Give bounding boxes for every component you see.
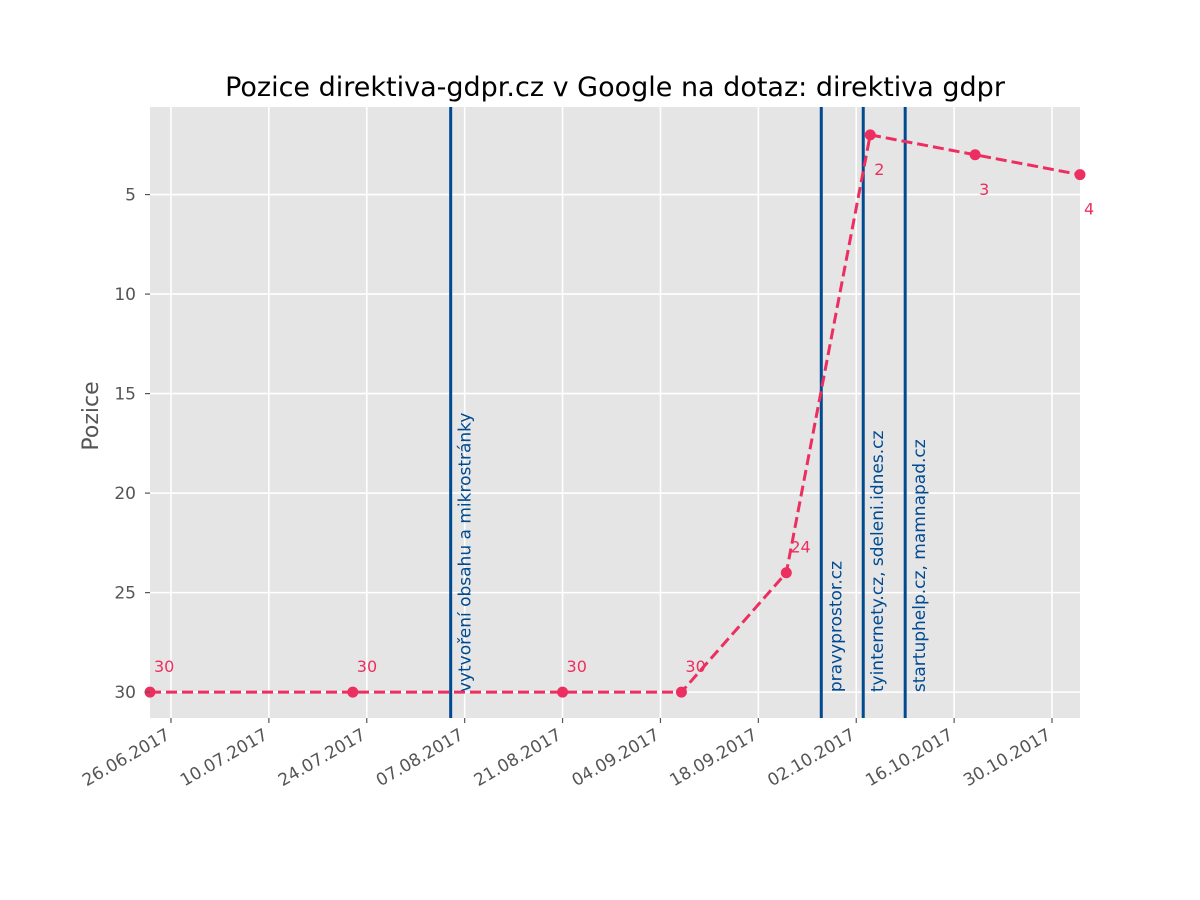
x-tick-label: 07.08.2017 <box>373 725 467 791</box>
series-line <box>150 133 1081 694</box>
x-axis-ticks: 26.06.2017 10.07.2017 24.07.2017 07.08.2017… <box>79 718 1055 791</box>
x-tick-label: 26.06.2017 <box>79 725 173 791</box>
x-tick-label: 04.09.2017 <box>569 725 663 791</box>
y-axis-ticks: 5 10 15 20 25 30 <box>114 186 150 703</box>
y-tick-label: 25 <box>114 584 136 604</box>
data-label: 30 <box>154 657 174 676</box>
series-group: 30 30 30 30 24 2 3 4 <box>144 129 1094 698</box>
annotation-label: tyinternety.cz, sdeleni.idnes.cz <box>868 431 888 693</box>
data-point <box>347 686 359 698</box>
y-axis-label: Pozice <box>79 381 104 450</box>
annotation-lines: vytvoření obsahu a mikrostránky pravypros… <box>449 107 930 718</box>
y-tick-label: 10 <box>114 285 136 305</box>
x-tick-label: 30.10.2017 <box>960 725 1054 791</box>
x-tick-label: 16.10.2017 <box>862 725 956 791</box>
plot-background <box>150 107 1080 718</box>
y-tick-label: 15 <box>114 385 136 405</box>
y-tick-label: 30 <box>114 683 136 703</box>
grid <box>150 107 1080 718</box>
annotation-label: startuphelp.cz, mamnapad.cz <box>910 439 930 692</box>
data-label: 4 <box>1084 200 1094 219</box>
data-point <box>557 686 569 698</box>
data-label: 30 <box>357 657 377 676</box>
annotation-label: pravyprostor.cz <box>826 561 846 692</box>
data-label: 2 <box>874 160 884 179</box>
x-tick-label: 24.07.2017 <box>275 725 369 791</box>
chart-title: Pozice direktiva-gdpr.cz v Google na dot… <box>225 72 1006 103</box>
x-tick-label: 18.09.2017 <box>667 725 761 791</box>
data-label: 30 <box>685 657 705 676</box>
x-tick-label: 21.08.2017 <box>471 725 565 791</box>
data-point <box>1074 169 1086 181</box>
data-label: 30 <box>567 657 587 676</box>
x-tick-label: 10.07.2017 <box>177 725 271 791</box>
data-point <box>675 686 687 698</box>
x-tick-label: 02.10.2017 <box>764 725 858 791</box>
data-point <box>969 149 981 161</box>
data-point <box>780 567 792 579</box>
y-tick-label: 20 <box>114 484 136 504</box>
data-label: 24 <box>790 538 810 557</box>
y-tick-label: 5 <box>125 186 136 206</box>
data-point <box>864 129 876 141</box>
data-label: 3 <box>979 180 989 199</box>
annotation-label: vytvoření obsahu a mikrostránky <box>456 413 476 693</box>
